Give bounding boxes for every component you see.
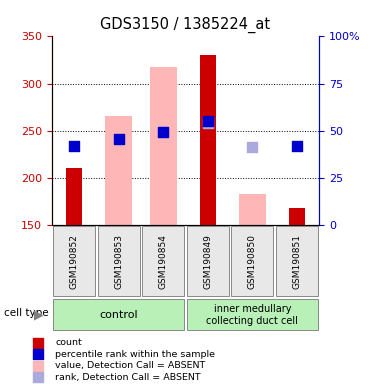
Bar — [142, 226, 184, 296]
Text: GDS3150 / 1385224_at: GDS3150 / 1385224_at — [101, 17, 270, 33]
Bar — [150, 66, 177, 225]
Bar — [53, 226, 95, 296]
Bar — [187, 300, 318, 330]
Bar — [232, 226, 273, 296]
Point — [294, 142, 300, 149]
Point — [160, 129, 166, 136]
Bar — [239, 194, 266, 225]
Point — [205, 120, 211, 126]
Text: GSM190851: GSM190851 — [292, 233, 301, 289]
Point — [35, 362, 41, 369]
Text: GSM190852: GSM190852 — [70, 234, 79, 288]
Text: cell type: cell type — [4, 308, 48, 318]
Text: inner medullary
collecting duct cell: inner medullary collecting duct cell — [206, 304, 298, 326]
Bar — [276, 226, 318, 296]
Point — [71, 142, 77, 149]
Text: rank, Detection Call = ABSENT: rank, Detection Call = ABSENT — [55, 373, 201, 382]
Text: count: count — [55, 338, 82, 347]
Point — [35, 340, 41, 346]
Text: percentile rank within the sample: percentile rank within the sample — [55, 350, 215, 359]
Text: GSM190854: GSM190854 — [159, 234, 168, 288]
Bar — [289, 208, 305, 225]
Text: GSM190849: GSM190849 — [203, 234, 212, 288]
Bar — [187, 226, 229, 296]
Point — [249, 144, 255, 150]
Bar — [105, 116, 132, 225]
Point — [160, 129, 166, 136]
Bar — [53, 300, 184, 330]
Text: value, Detection Call = ABSENT: value, Detection Call = ABSENT — [55, 361, 206, 370]
Bar — [200, 55, 216, 225]
Text: GSM190850: GSM190850 — [248, 233, 257, 289]
Bar — [66, 168, 82, 225]
Point — [35, 374, 41, 380]
Text: GSM190853: GSM190853 — [114, 233, 123, 289]
Bar — [98, 226, 139, 296]
Point — [35, 351, 41, 357]
Text: ▶: ▶ — [34, 308, 44, 321]
Text: control: control — [99, 310, 138, 320]
Point — [116, 136, 122, 142]
Point — [205, 118, 211, 124]
